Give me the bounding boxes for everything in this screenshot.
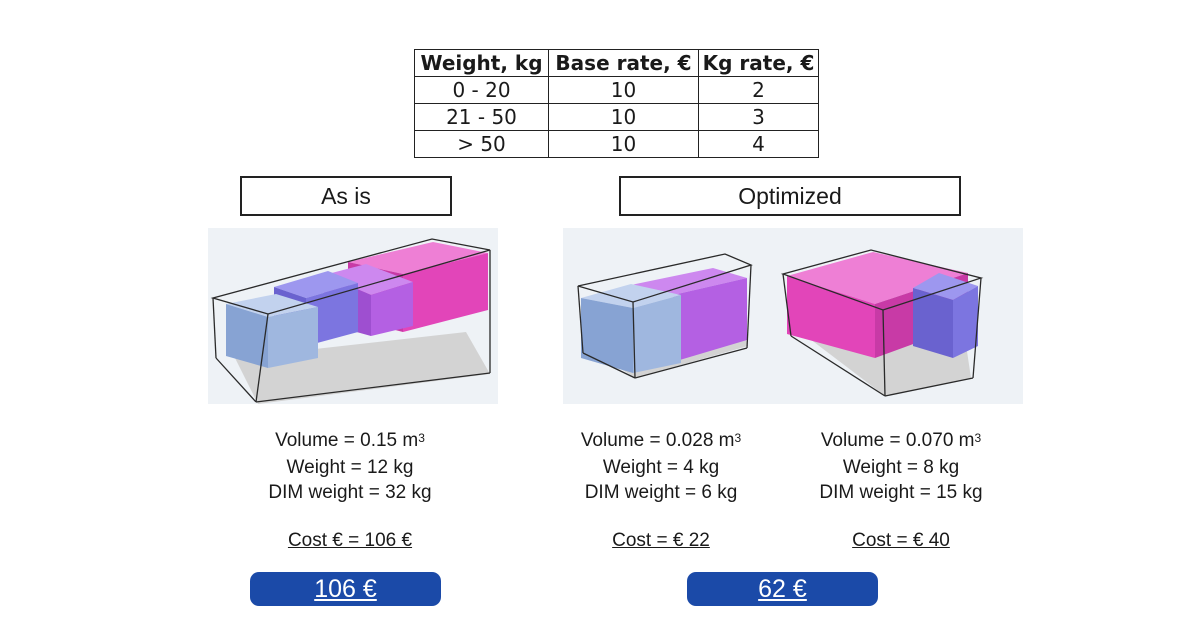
header-weight: Weight, kg	[414, 49, 549, 77]
blue-box-top	[581, 284, 681, 308]
optimized-package-1-cost: Cost = € 22	[612, 530, 710, 551]
violet-box-front	[371, 282, 413, 336]
blue-box-top	[226, 294, 318, 317]
magenta-box-top	[787, 252, 968, 304]
table-cell: 3	[698, 103, 819, 131]
table-cell: 4	[698, 130, 819, 158]
magenta-box-top	[348, 242, 488, 274]
as-is-package-illustration	[208, 228, 498, 404]
table-row: > 50 10 4	[414, 130, 819, 158]
blue-box-front	[633, 295, 681, 373]
as-is-cost: Cost € = 106 €	[287, 530, 413, 551]
weight-text: Weight = 12 kg	[286, 457, 414, 478]
dim-weight-text: DIM weight = 6 kg	[584, 482, 738, 503]
table-cell: 21 - 50	[414, 103, 549, 131]
magenta-box-front	[787, 276, 875, 358]
container-wireframe	[780, 249, 984, 397]
table-row: 21 - 50 10 3	[414, 103, 819, 131]
volume-text: Volume = 0.028 m3	[580, 430, 742, 451]
optimized-package-1-stats: Volume = 0.028 m3 Weight = 4 kg DIM weig…	[541, 428, 781, 505]
optimized-title: Optimized	[619, 176, 961, 216]
indigo-box-top	[274, 271, 358, 298]
as-is-total-button[interactable]: 106 €	[250, 572, 441, 606]
header-base-rate: Base rate, €	[548, 49, 699, 77]
optimized-package-2-stats: Volume = 0.070 m3 Weight = 8 kg DIM weig…	[781, 428, 1021, 505]
table-row: 0 - 20 10 2	[414, 76, 819, 104]
blue-box-front	[268, 307, 318, 368]
optimized-packages-illustration	[563, 228, 1023, 404]
optimized-package-2-cost: Cost = € 40	[852, 530, 950, 551]
as-is-title: As is	[240, 176, 452, 216]
blue-box-side	[226, 304, 268, 368]
header-kg-rate: Kg rate, €	[698, 49, 819, 77]
weight-text: Weight = 4 kg	[602, 457, 720, 478]
indigo-box-side	[913, 288, 953, 358]
rate-table-header: Weight, kg Base rate, € Kg rate, €	[414, 49, 819, 77]
dim-weight-text: DIM weight = 32 kg	[268, 482, 432, 503]
as-is-package-stats: Volume = 0.15 m3 Weight = 12 kg DIM weig…	[230, 428, 470, 505]
volume-text: Volume = 0.070 m3	[820, 430, 982, 451]
container-wireframe	[577, 253, 753, 379]
table-cell: 10	[548, 103, 699, 131]
container-wireframe	[210, 238, 491, 403]
optimized-total-button[interactable]: 62 €	[687, 572, 878, 606]
rate-table: Weight, kg Base rate, € Kg rate, € 0 - 2…	[414, 49, 819, 158]
table-cell: 0 - 20	[414, 76, 549, 104]
indigo-box-top	[913, 273, 978, 300]
table-cell: 10	[548, 130, 699, 158]
volume-text: Volume = 0.15 m3	[275, 430, 425, 451]
violet-box-front	[673, 278, 747, 362]
dim-weight-text: DIM weight = 15 kg	[819, 482, 983, 503]
box-floor-shadow	[235, 332, 490, 404]
table-cell: > 50	[414, 130, 549, 158]
table-cell: 10	[548, 76, 699, 104]
violet-box-top	[324, 264, 413, 295]
blue-box-side	[581, 298, 633, 373]
weight-text: Weight = 8 kg	[842, 457, 960, 478]
magenta-box-front	[403, 253, 488, 332]
indigo-box-front	[953, 286, 978, 358]
table-cell: 2	[698, 76, 819, 104]
